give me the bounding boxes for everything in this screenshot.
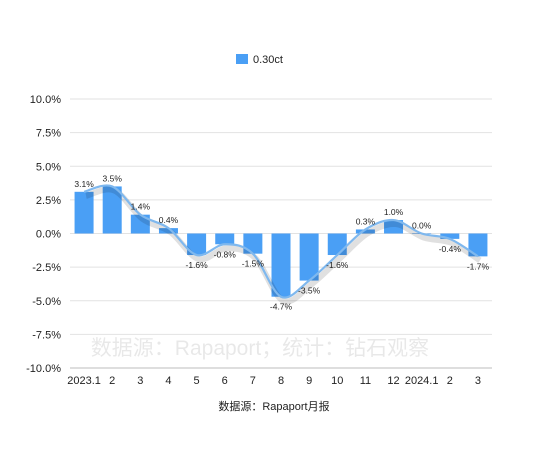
data-label: 1.0%: [384, 207, 404, 217]
y-tick-label: 5.0%: [36, 161, 61, 173]
trendline-shadow: [85, 186, 482, 305]
bar: [187, 233, 207, 256]
x-tick-label: 3: [475, 375, 481, 387]
bar: [215, 233, 235, 245]
data-label: 0.3%: [356, 216, 376, 226]
watermark: 数据源：Rapaport；统计：钻石观察: [91, 337, 429, 360]
data-label: 1.4%: [131, 202, 151, 212]
data-label: -3.5%: [298, 286, 321, 296]
x-tick-label: 9: [306, 375, 312, 387]
bar: [74, 191, 94, 234]
data-label: -0.4%: [439, 244, 462, 254]
x-tick-label: 8: [278, 375, 284, 387]
y-tick-label: 10.0%: [30, 94, 61, 106]
y-tick-label: -2.5%: [32, 262, 61, 274]
data-label: -0.8%: [214, 249, 237, 259]
x-tick-label: 2: [109, 375, 115, 387]
legend-label: 0.30ct: [253, 54, 283, 66]
data-label: -4.7%: [270, 302, 293, 312]
x-tick-label: 2: [447, 375, 453, 387]
y-tick-label: -5.0%: [32, 296, 61, 308]
data-label: 3.1%: [74, 179, 94, 189]
y-tick-label: -10.0%: [26, 363, 61, 375]
bar: [102, 186, 122, 234]
x-tick-label: 2024.1: [405, 375, 439, 387]
data-label: 3.5%: [103, 173, 123, 183]
y-tick-label: 0.0%: [36, 229, 61, 241]
bar: [158, 228, 178, 234]
bar: [271, 233, 291, 297]
data-label: 0.4%: [159, 215, 179, 225]
y-tick-label: -7.5%: [32, 329, 61, 341]
y-tick-label: 2.5%: [36, 195, 61, 207]
bar: [468, 233, 488, 257]
bar: [355, 229, 375, 234]
data-label: 0.0%: [412, 221, 432, 231]
x-tick-label: 6: [222, 375, 228, 387]
x-tick-label: 5: [194, 375, 200, 387]
x-tick-label: 12: [387, 375, 399, 387]
x-tick-label: 2023.1: [67, 375, 101, 387]
legend-swatch: [236, 54, 248, 64]
data-label: -1.6%: [185, 260, 208, 270]
bar: [130, 214, 150, 234]
x-tick-label: 4: [165, 375, 171, 387]
x-tick-label: 11: [360, 375, 371, 387]
bar: [299, 233, 319, 281]
bar: [440, 233, 460, 239]
bar: [384, 220, 404, 234]
x-tick-label: 7: [250, 375, 256, 387]
y-tick-label: 7.5%: [36, 128, 61, 140]
x-tick-label: 3: [137, 375, 143, 387]
trendline: [83, 184, 479, 299]
source-note: 数据源：Rapaport月报: [218, 399, 329, 413]
data-label: -1.6%: [326, 260, 349, 270]
data-label: -1.7%: [467, 261, 490, 271]
data-label: -1.5%: [242, 259, 265, 269]
x-tick-label: 10: [331, 375, 343, 387]
